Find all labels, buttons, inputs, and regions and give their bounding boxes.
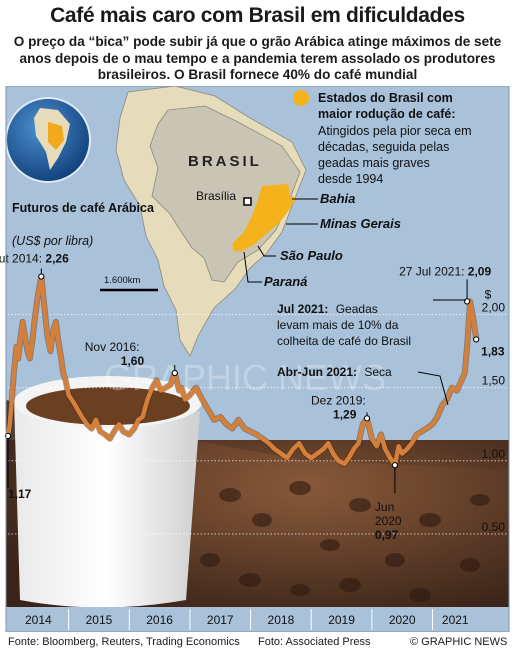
footer: Fonte: Bloomberg, Reuters, Trading Econo… [0,632,515,656]
annotation-label: 27 Jul 2021: 2,09 [399,264,491,278]
x-axis-band [6,607,509,632]
chart-frame [5,86,510,632]
legend-text-line-3: geadas mais graves [318,156,430,170]
x-axis: 2014 2015 2016 2017 2018 2019 2020 2021 [25,609,469,630]
chart-units: (US$ por libra) [12,234,93,248]
annotation-value: 1,17 [8,487,32,501]
series-line-arabica [5,274,479,468]
footer-photo-credit: Foto: Associated Press [258,636,371,648]
legend-text-line-2: décadas, seguida pelas [318,140,449,154]
event-frost-text-1: Geadas [336,302,378,316]
state-labels: Bahia Minas Gerais São Paulo Paraná [243,191,401,289]
x-tick-label: 2021 [442,613,469,627]
annotation-marker [171,369,178,377]
y-unit-label: $ [485,288,492,302]
legend-title-line-2: maior rodução de café: [318,107,456,121]
legend-title-line-1: Estados do Brasil com [318,91,453,105]
legend-text-line-1: Atingidos pela pior seca em [318,124,472,138]
event-frost-line-3: colheita de café do Brasil [277,334,411,348]
annotation-marker [391,462,399,469]
x-tick-label: 2018 [268,613,295,627]
annotations: Out 2014: 2,26 Nov 2016:1,60 Dez 2019:1,29… [0,252,505,543]
annotation-value: 0,97 [375,528,399,542]
gridlines [8,314,509,535]
state-label-minas-gerais: Minas Gerais [320,216,401,231]
annotation-label: Nov 2016: [85,340,140,354]
state-label-sao-paulo: São Paulo [280,248,343,263]
event-notes: Jul 2021: Geadas levam mais de 10% da co… [277,299,466,406]
x-tick-label: 2015 [86,613,113,627]
chart-title-line-1: Futuros de café Arábica [12,201,155,215]
y-tick-label: 1,00 [482,447,506,461]
page-subtitle: O preço da “bica” pode subir já que o gr… [13,34,502,82]
map-country-label: BRASIL [188,153,262,170]
legend-text-line-4: desde 1994 [318,172,383,186]
annotation-marker [4,432,12,440]
x-tick-label: 2017 [207,613,234,627]
y-tick-label: 1,50 [482,374,506,388]
infographic: BRASIL Brasília 1.600km Estados do Brasi… [0,86,510,632]
event-frost-line-1: Jul 2021: Geadas [277,302,378,316]
annotation-value: 1,60 [121,354,145,368]
y-axis: 0,50 1,00 1,50 2,00$ [482,288,506,534]
footer-sources: Fonte: Bloomberg, Reuters, Trading Econo… [8,636,240,648]
annotation-label: Jun [375,500,394,514]
coffee-states-highlight [232,184,292,252]
event-frost-label: Jul 2021: [277,302,328,316]
states-legend: Estados do Brasil com maior rodução de c… [293,90,472,186]
y-tick-label: 2,00 [482,301,506,315]
annotation-marker [363,415,371,422]
page-title: Café mais caro com Brasil em dificuldade… [50,4,465,27]
annotation-label: Out 2014: 2,26 [0,252,69,266]
annotation-value: 2,26 [45,252,69,266]
x-tick-label: 2016 [146,613,173,627]
state-label-parana: Paraná [264,274,307,289]
globe-locator [5,97,91,183]
event-drought-line: Abr-Jun 2021: Seca [277,365,392,379]
chart-title: Futuros de café Arábica [12,201,155,215]
annotation-label: 2020 [375,514,402,528]
annotation-value: 1,83 [481,344,505,358]
annotation-value: 2,09 [468,264,492,278]
annotation-marker [38,273,45,280]
brazil-map: BRASIL Brasília 1.600km [100,86,307,357]
annotation-marker [473,336,480,343]
brazil-country [149,105,301,283]
map-scale-label: 1.600km [104,275,141,286]
annotation-value: 1,29 [333,407,357,421]
x-tick-label: 2019 [328,613,355,627]
brasilia-marker [243,197,252,206]
event-drought-label: Abr-Jun 2021: [277,365,357,379]
footer-copyright: © GRAPHIC NEWS [410,636,508,648]
y-tick-label: 0,50 [482,520,506,534]
x-tick-label: 2014 [25,613,52,627]
legend-swatch [293,90,309,106]
event-frost-line-2: levam mais de 10% da [277,318,399,332]
state-label-bahia: Bahia [320,191,355,206]
event-drought-text: Seca [364,365,392,379]
map-capital-label: Brasília [196,189,236,203]
coffee-photo [6,376,509,608]
x-tick-label: 2020 [389,613,416,627]
annotation-label: Dez 2019: [311,393,366,407]
